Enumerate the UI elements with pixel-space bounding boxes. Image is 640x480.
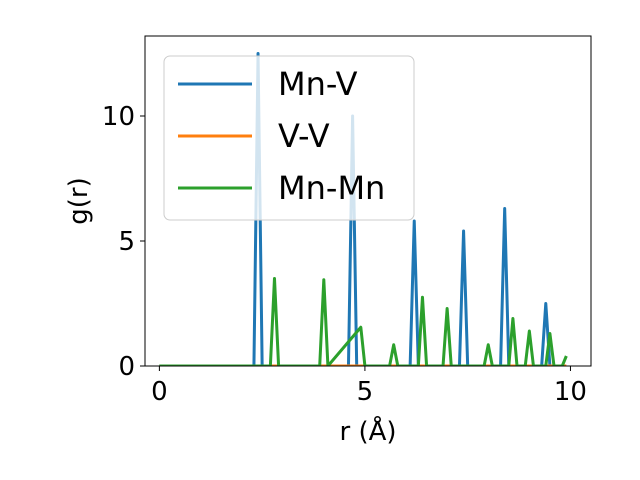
legend-box <box>163 55 415 221</box>
x-tick-label: 10 <box>554 377 587 407</box>
legend-label: Mn-V <box>278 65 358 103</box>
y-axis-label: g(r) <box>64 177 94 224</box>
x-axis-label: r (Å) <box>339 415 396 447</box>
x-tick-label: 0 <box>151 377 168 407</box>
axes: 0 5 10 0 5 10 r (Å) g(r) <box>64 35 592 447</box>
legend-label: V-V <box>278 117 330 155</box>
y-tick-label: 5 <box>118 227 135 257</box>
axes-frame <box>144 35 592 367</box>
plot-area <box>159 52 568 366</box>
y-tick-label: 0 <box>118 352 135 382</box>
x-tick-label: 5 <box>357 377 374 407</box>
series-line-mn-mn <box>159 277 568 366</box>
legend-label: Mn-Mn <box>278 169 385 207</box>
legend: Mn-V V-V Mn-Mn <box>163 55 415 221</box>
y-tick-label: 10 <box>102 102 135 132</box>
